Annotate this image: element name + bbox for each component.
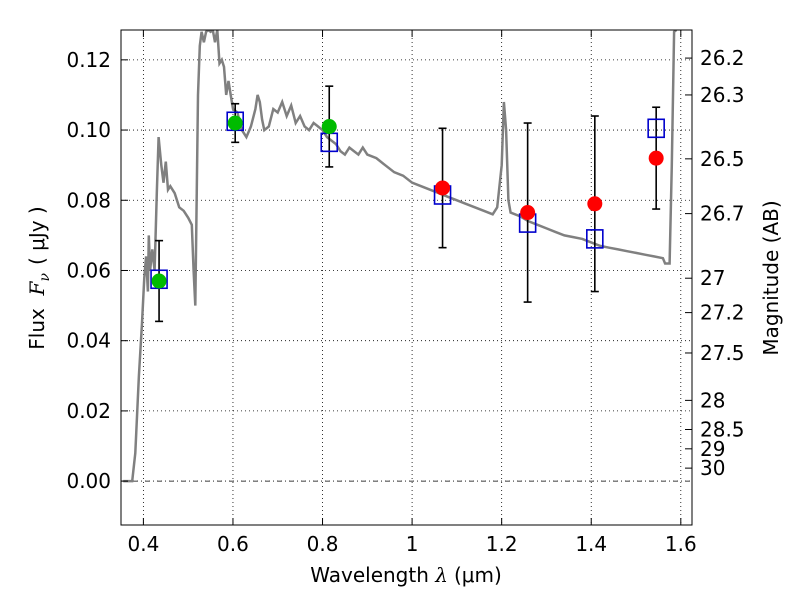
y-tick-label: 0.04 bbox=[66, 329, 111, 353]
circle-marker bbox=[520, 205, 536, 221]
y2-tick-label: 26.5 bbox=[700, 147, 745, 171]
y2-tick-label: 30 bbox=[700, 456, 725, 480]
y-tick-label: 0.02 bbox=[66, 399, 111, 423]
axis-ticks bbox=[121, 30, 692, 525]
x-tick-label: 0.6 bbox=[217, 532, 249, 556]
circle-marker bbox=[648, 150, 664, 166]
tick-labels: 0.4 0.6 0.8 1 1.2 1.4 1.6 0.00 0.02 0.04 0.06 0.08 0… bbox=[66, 46, 744, 556]
y2-tick-label: 28.5 bbox=[700, 418, 745, 442]
y-tick-label: 0.10 bbox=[66, 118, 111, 142]
x-tick-label: 1.2 bbox=[486, 532, 518, 556]
y2-tick-label: 27.5 bbox=[700, 341, 745, 365]
y2-tick-label: 26.2 bbox=[700, 46, 745, 70]
y2-tick-label: 28 bbox=[700, 388, 725, 412]
x-tick-label: 1 bbox=[406, 532, 419, 556]
circle-marker bbox=[435, 180, 451, 196]
square-marker bbox=[586, 229, 604, 249]
x-tick-label: 1.6 bbox=[665, 532, 697, 556]
y2-axis-label: Magnitude (AB) bbox=[759, 200, 783, 355]
y-tick-label: 0.06 bbox=[66, 258, 111, 282]
model-spectrum-line bbox=[123, 30, 678, 483]
square-marker bbox=[647, 118, 665, 139]
circle-marker bbox=[227, 115, 243, 131]
plot-frame bbox=[120, 29, 693, 526]
circle-marker bbox=[151, 273, 167, 289]
circle-marker bbox=[321, 119, 337, 135]
x-tick-label: 0.4 bbox=[127, 532, 159, 556]
y-tick-label: 0.00 bbox=[66, 469, 111, 493]
x-axis-label: Wavelength λ (μm) bbox=[310, 563, 502, 587]
x-tick-label: 0.8 bbox=[307, 532, 339, 556]
x-tick-label: 1.4 bbox=[575, 532, 607, 556]
circle-marker bbox=[587, 196, 603, 212]
y2-tick-label: 26.3 bbox=[700, 83, 745, 107]
y-axis-label: Flux Fν( μJy ) bbox=[25, 206, 53, 349]
grid-lines bbox=[121, 30, 692, 525]
y2-tick-label: 26.7 bbox=[700, 202, 745, 226]
y2-tick-label: 29 bbox=[700, 437, 725, 461]
plot-background bbox=[121, 30, 692, 525]
data-markers bbox=[150, 111, 665, 290]
y-tick-label: 0.08 bbox=[66, 188, 111, 212]
y2-tick-label: 27.2 bbox=[700, 301, 745, 325]
y-tick-label: 0.12 bbox=[66, 48, 111, 72]
y2-tick-label: 27 bbox=[700, 266, 725, 290]
